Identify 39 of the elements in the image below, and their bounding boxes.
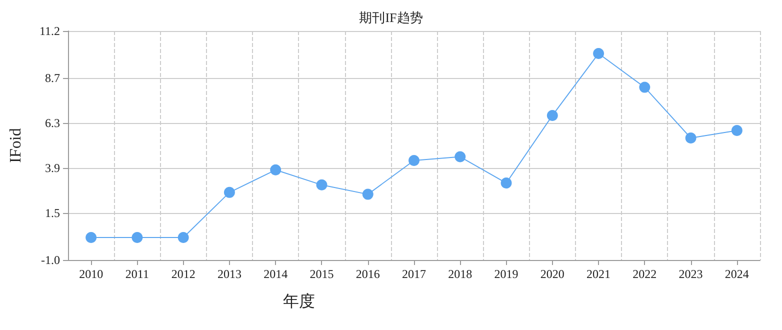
- x-tick-label: 2024: [724, 267, 749, 281]
- point: [731, 124, 742, 136]
- x-axis-title: 年度: [283, 292, 315, 310]
- point: [500, 178, 512, 189]
- point: [270, 164, 282, 176]
- y-axis-title: IFoid: [8, 128, 24, 163]
- point: [454, 151, 466, 162]
- point: [408, 155, 420, 166]
- y-tick-label: 3.9: [45, 161, 60, 176]
- point: [178, 232, 189, 243]
- x-tick-label: 2020: [540, 267, 564, 281]
- point: [316, 179, 328, 190]
- x-tick-label: 2022: [632, 267, 657, 281]
- x-tick-label: 2017: [402, 267, 426, 281]
- x-tick-label: 2018: [448, 267, 472, 281]
- point: [685, 132, 696, 144]
- x-tick-label: 2014: [264, 267, 288, 281]
- point: [639, 82, 650, 93]
- y-tick-label: 8.7: [45, 70, 60, 85]
- point: [593, 48, 604, 60]
- y-tick-label: 6.3: [45, 116, 60, 130]
- x-tick-label: 2013: [217, 267, 242, 281]
- x-tick-label: 2010: [79, 267, 104, 281]
- x-tick-label: 2011: [125, 267, 149, 281]
- point: [546, 110, 558, 121]
- x-tick-label: 2016: [356, 267, 380, 281]
- chart-title: 期刊IF趋势: [359, 10, 423, 25]
- point: [362, 188, 374, 200]
- x-tick-label: 2012: [171, 267, 196, 281]
- point: [132, 232, 143, 243]
- x-tick-label: 2015: [310, 267, 334, 281]
- point: [86, 232, 97, 243]
- x-tick-label: 2023: [678, 267, 703, 281]
- y-tick-label: 11.2: [39, 24, 60, 38]
- x-tick-label: 2021: [586, 267, 611, 281]
- x-tick-label: 2019: [494, 267, 518, 281]
- point: [224, 186, 235, 198]
- y-tick-label: -1.0: [41, 253, 60, 267]
- y-tick-label: 1.5: [45, 206, 60, 220]
